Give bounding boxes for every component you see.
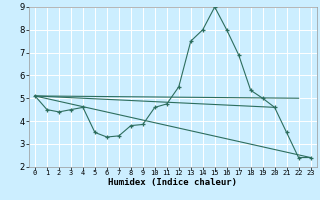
X-axis label: Humidex (Indice chaleur): Humidex (Indice chaleur): [108, 178, 237, 187]
